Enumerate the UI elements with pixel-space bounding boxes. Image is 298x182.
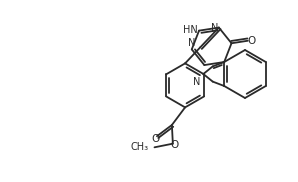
- Text: N: N: [193, 77, 200, 87]
- Text: CH₃: CH₃: [130, 142, 148, 152]
- Text: O: O: [152, 134, 160, 144]
- Text: N: N: [210, 23, 218, 33]
- Text: O: O: [171, 140, 179, 150]
- Text: O: O: [248, 36, 256, 46]
- Text: N: N: [188, 38, 195, 48]
- Text: HN: HN: [183, 25, 198, 35]
